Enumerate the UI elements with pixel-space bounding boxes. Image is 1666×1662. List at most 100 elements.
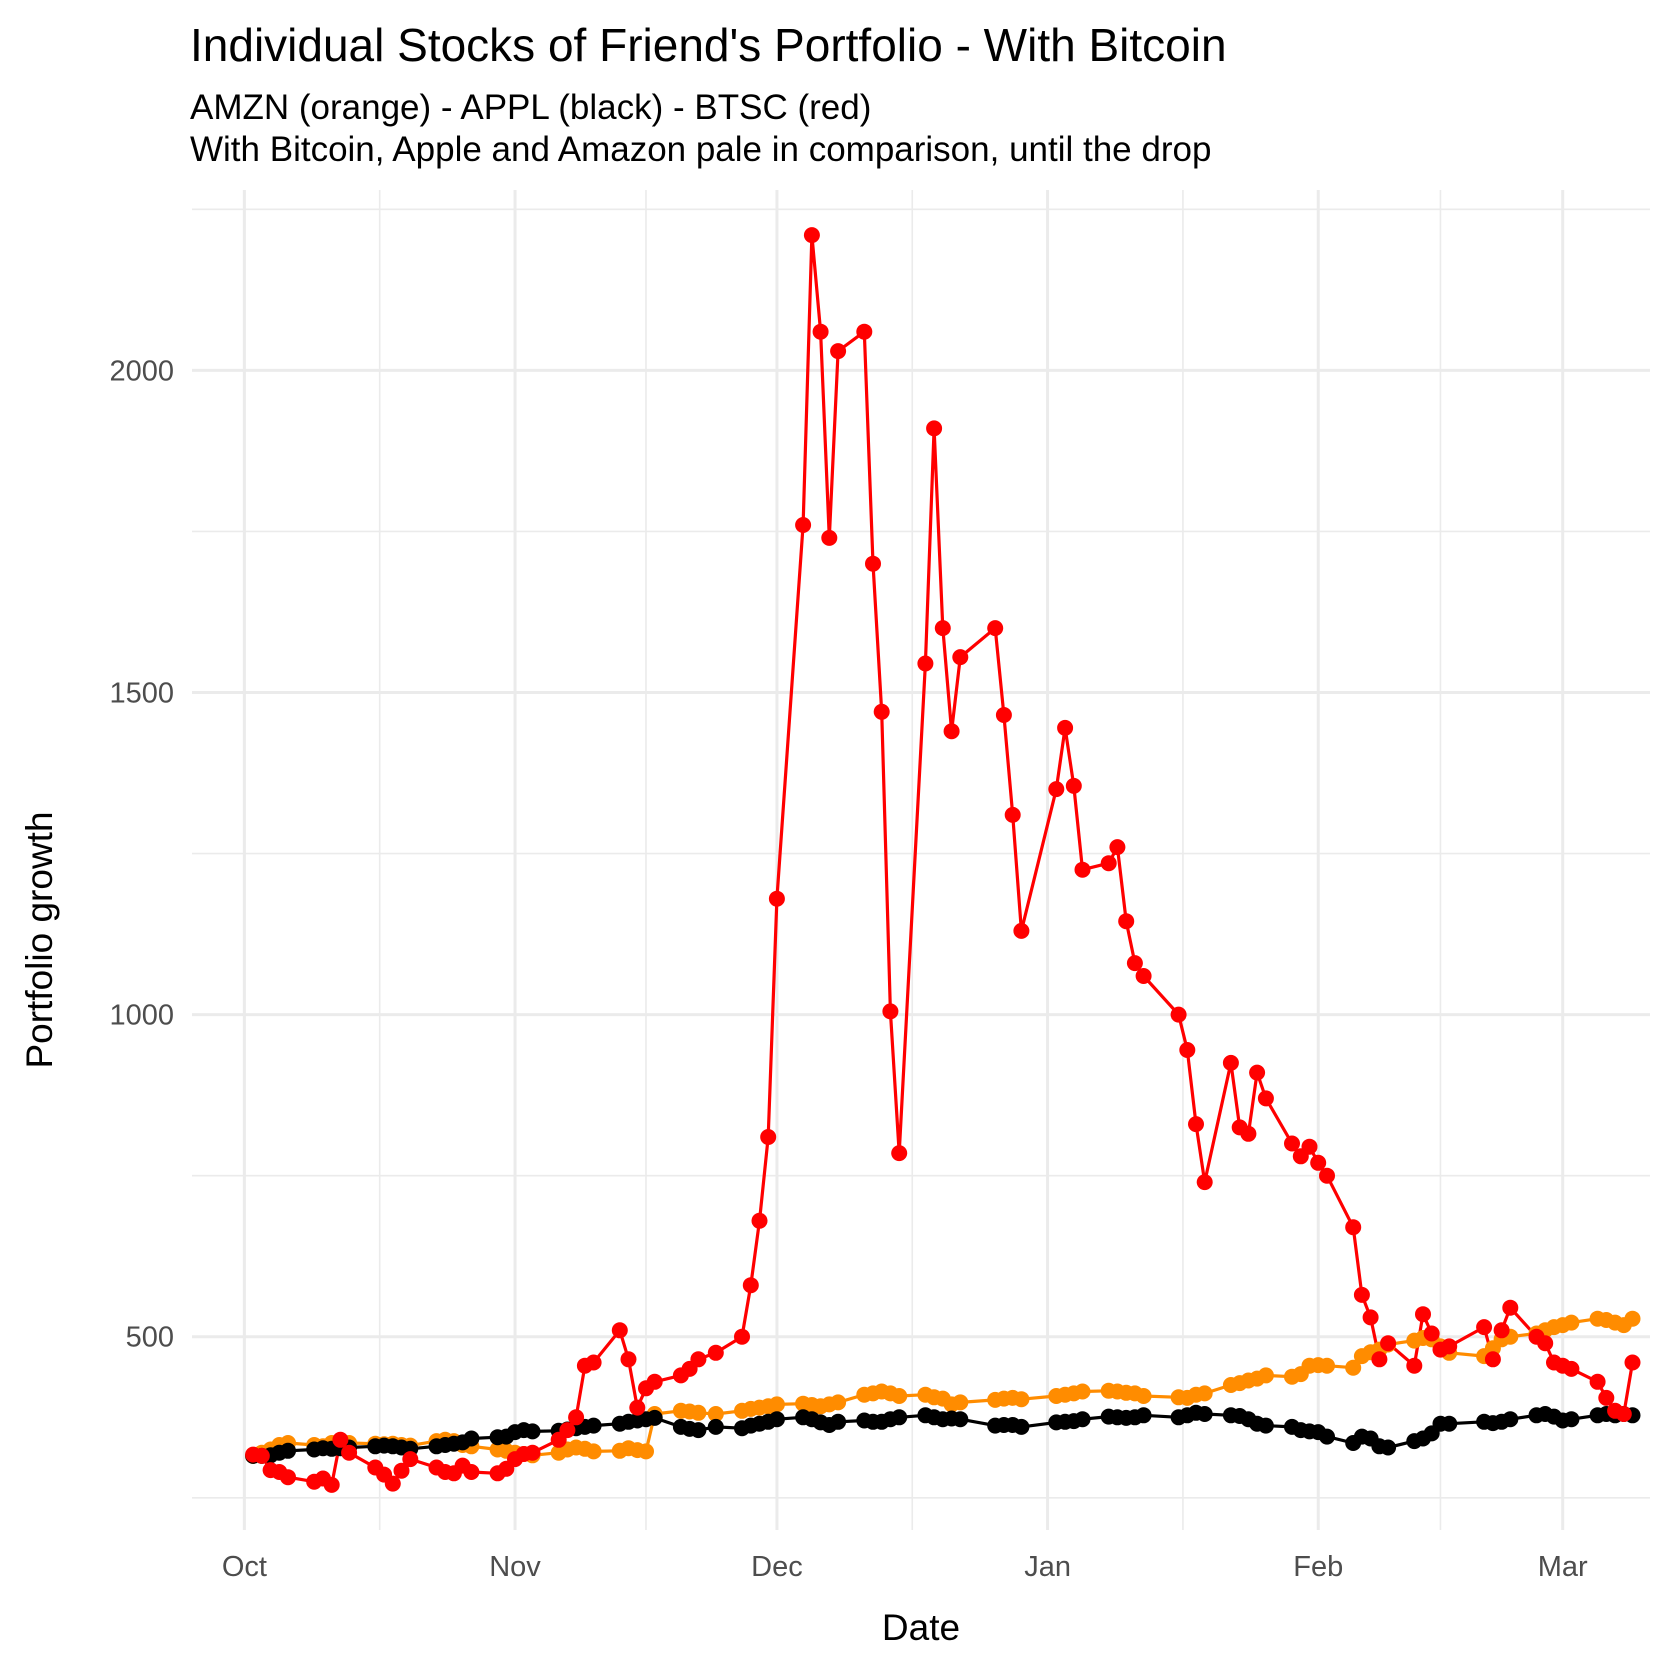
data-point-btsc xyxy=(768,890,785,907)
data-point-amzn xyxy=(1345,1359,1362,1376)
y-tick-label: 1500 xyxy=(109,678,174,710)
data-point-appl xyxy=(768,1411,785,1428)
data-point-btsc xyxy=(995,707,1012,723)
data-point-btsc xyxy=(1598,1389,1615,1406)
data-point-appl xyxy=(1135,1407,1152,1424)
data-point-btsc xyxy=(1284,1135,1300,1152)
data-point-btsc xyxy=(341,1444,358,1461)
grid-minor xyxy=(192,190,1650,1530)
data-point-btsc xyxy=(987,620,1004,637)
data-point-appl xyxy=(1563,1411,1580,1428)
data-point-btsc xyxy=(559,1422,576,1439)
data-point-btsc xyxy=(524,1444,541,1461)
data-point-btsc xyxy=(760,1129,777,1145)
y-tick-label: 2000 xyxy=(109,355,174,387)
chart-title: Individual Stocks of Friend's Portfolio … xyxy=(190,19,1227,71)
data-point-amzn xyxy=(768,1396,785,1413)
data-point-btsc xyxy=(1170,1006,1187,1023)
data-point-btsc xyxy=(1345,1219,1362,1236)
data-point-amzn xyxy=(585,1443,602,1460)
data-point-btsc xyxy=(1196,1174,1213,1191)
data-point-amzn xyxy=(830,1394,847,1411)
data-point-btsc xyxy=(795,517,812,533)
data-point-btsc xyxy=(1362,1309,1379,1326)
x-tick-labels: Oct Nov Dec Jan Feb Mar xyxy=(222,1551,1588,1583)
data-point-btsc xyxy=(803,227,820,244)
data-point-btsc xyxy=(393,1462,410,1479)
data-point-btsc xyxy=(402,1451,419,1468)
data-point-btsc xyxy=(917,655,934,672)
data-point-btsc xyxy=(812,323,829,340)
data-point-btsc xyxy=(1353,1286,1370,1303)
data-point-btsc xyxy=(1257,1090,1274,1107)
data-point-amzn xyxy=(690,1404,707,1421)
data-point-btsc xyxy=(1371,1351,1388,1368)
data-point-btsc xyxy=(463,1464,480,1480)
data-point-btsc xyxy=(690,1351,707,1368)
data-point-appl xyxy=(1380,1439,1397,1456)
data-point-btsc xyxy=(611,1322,628,1339)
data-point-btsc xyxy=(629,1399,646,1416)
data-point-btsc xyxy=(620,1351,637,1368)
x-tick-label: Oct xyxy=(222,1551,267,1583)
data-point-amzn xyxy=(1196,1385,1213,1402)
data-point-appl xyxy=(1441,1415,1458,1432)
data-point-btsc xyxy=(1423,1325,1440,1342)
data-point-appl xyxy=(463,1430,480,1447)
data-point-btsc xyxy=(856,323,873,340)
data-point-appl xyxy=(830,1413,847,1430)
data-point-amzn xyxy=(1135,1388,1152,1404)
data-point-btsc xyxy=(1502,1299,1519,1316)
data-point-btsc xyxy=(1301,1138,1318,1155)
data-point-btsc xyxy=(1615,1406,1632,1422)
data-point-btsc xyxy=(1126,955,1143,972)
data-point-btsc xyxy=(646,1373,663,1390)
data-point-btsc xyxy=(751,1212,768,1229)
data-point-btsc xyxy=(585,1354,602,1371)
data-point-btsc xyxy=(830,343,847,360)
data-point-btsc xyxy=(1048,781,1065,798)
chart-subtitle-line-2: With Bitcoin, Apple and Amazon pale in c… xyxy=(190,130,1212,169)
data-point-appl xyxy=(585,1417,602,1434)
data-point-btsc xyxy=(742,1277,759,1294)
data-point-btsc xyxy=(280,1469,296,1486)
grid-major xyxy=(192,190,1650,1530)
data-point-amzn xyxy=(1563,1314,1580,1331)
data-point-appl xyxy=(1257,1417,1274,1434)
data-point-btsc xyxy=(568,1409,585,1426)
data-point-amzn xyxy=(952,1394,969,1411)
data-point-btsc xyxy=(1484,1351,1501,1368)
data-point-btsc xyxy=(952,649,969,666)
data-point-btsc xyxy=(821,529,838,546)
data-point-btsc xyxy=(1100,855,1117,872)
data-point-btsc xyxy=(891,1145,908,1162)
data-point-btsc xyxy=(707,1344,724,1361)
data-point-btsc xyxy=(1109,839,1126,856)
x-tick-label: Nov xyxy=(489,1551,541,1583)
data-point-appl xyxy=(1502,1411,1519,1428)
data-point-btsc xyxy=(734,1328,750,1345)
data-point-appl xyxy=(1013,1418,1030,1435)
data-point-btsc xyxy=(1380,1335,1397,1352)
data-point-btsc xyxy=(1065,777,1082,794)
data-point-btsc xyxy=(1624,1354,1641,1371)
data-point-appl xyxy=(1074,1411,1091,1428)
x-tick-label: Feb xyxy=(1293,1551,1343,1583)
data-point-btsc xyxy=(882,1003,899,1020)
data-point-amzn xyxy=(891,1388,908,1404)
data-point-btsc xyxy=(934,620,951,637)
data-point-btsc xyxy=(1004,806,1021,823)
x-tick-label: Mar xyxy=(1538,1551,1588,1583)
data-point-appl xyxy=(690,1422,707,1439)
x-tick-label: Jan xyxy=(1024,1551,1071,1583)
data-point-btsc xyxy=(926,420,943,437)
data-point-btsc xyxy=(873,703,890,720)
data-point-btsc xyxy=(323,1476,340,1493)
data-point-btsc xyxy=(1222,1054,1239,1071)
data-point-btsc xyxy=(1240,1125,1257,1142)
data-point-btsc xyxy=(1493,1322,1510,1339)
data-point-amzn xyxy=(638,1443,654,1460)
data-point-btsc xyxy=(1118,913,1135,930)
data-point-btsc xyxy=(1310,1154,1327,1171)
data-point-amzn xyxy=(707,1406,724,1422)
